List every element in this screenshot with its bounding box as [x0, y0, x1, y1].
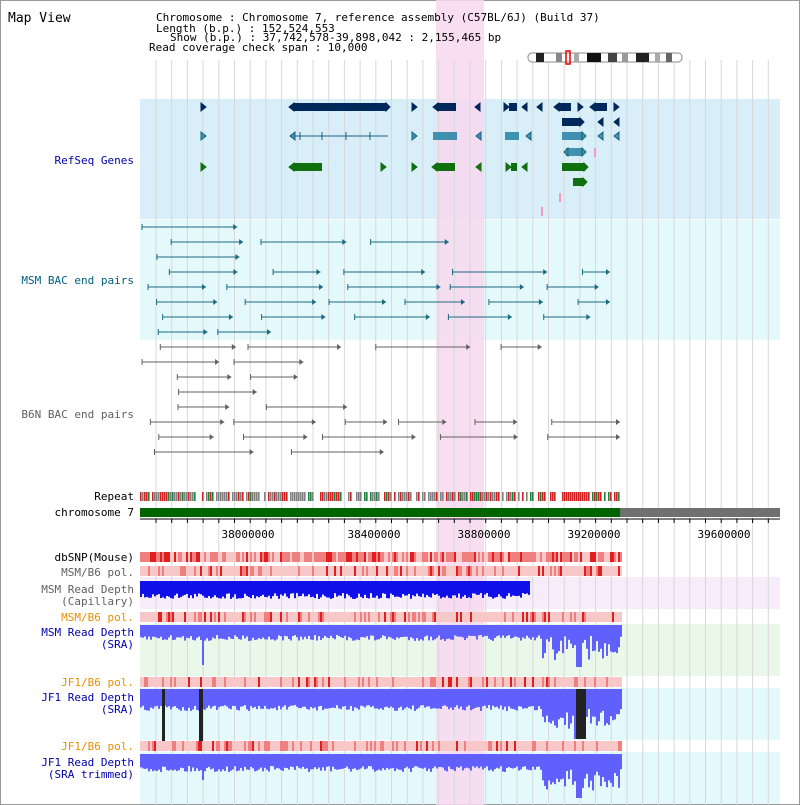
ruler-tick-label: 39200000 [568, 528, 621, 541]
jf1-b6-pol-track-2[interactable] [140, 741, 622, 751]
jf1-depth-sra-track[interactable] [140, 689, 622, 741]
track-label-jf1-b6-pol[interactable]: JF1/B6 pol. [61, 676, 134, 689]
repeat-track[interactable] [140, 492, 620, 501]
ruler-tick-label: 38000000 [222, 528, 275, 541]
track-label-jf1-depth-trim-sub: (SRA trimmed) [48, 768, 134, 781]
jf1-b6-pol-track[interactable] [140, 677, 622, 687]
length-info: Length (b.p.) : 152,524,553 [156, 22, 335, 35]
ideogram-position-marker [565, 50, 571, 65]
dbsnp-track[interactable] [140, 552, 622, 562]
track-label-jf1-b6-pol-2[interactable]: JF1/B6 pol. [61, 740, 134, 753]
track-label-jf1-depth-sra-sub: (SRA) [101, 703, 134, 716]
track-label-dbsnp[interactable]: dbSNP(Mouse) [55, 551, 134, 564]
track-label-msm-b6-pol[interactable]: MSM/B6 pol. [61, 566, 134, 579]
track-label-b6n-bac[interactable]: B6N BAC end pairs [21, 408, 134, 421]
track-label-msm-depth-sra-sub: (SRA) [101, 638, 134, 651]
chromosome-ideogram[interactable] [527, 50, 683, 65]
track-label-refseq[interactable]: RefSeq Genes [55, 154, 134, 167]
track-label-msm-depth-cap-sub: (Capillary) [61, 595, 134, 608]
track-label-msm-bac[interactable]: MSM BAC end pairs [21, 274, 134, 287]
chromosome-bar[interactable] [140, 508, 780, 517]
track-label-msm-depth-sra[interactable]: MSM Read Depth [41, 626, 134, 639]
track-label-chromosome: chromosome 7 [55, 506, 134, 519]
track-label-jf1-depth-sra[interactable]: JF1 Read Depth [41, 691, 134, 704]
msm-bac-pairs-track[interactable] [141, 224, 610, 335]
msm-b6-pol-track[interactable] [140, 566, 622, 576]
msm-depth-sra-track[interactable] [140, 625, 622, 667]
track-label-jf1-depth-trim[interactable]: JF1 Read Depth [41, 756, 134, 769]
msm-depth-capillary-track[interactable] [140, 581, 530, 599]
chromosome-info: Chromosome : Chromosome 7, reference ass… [156, 11, 600, 24]
coverage-info: Read coverage check span : 10,000 [149, 41, 368, 54]
b6n-bac-pairs-track[interactable] [141, 344, 620, 455]
refseq-genes-track[interactable] [200, 101, 620, 216]
position-ruler: 38000000 38400000 38800000 39200000 3960… [140, 518, 780, 541]
app-title: Map View [8, 11, 71, 26]
ruler-tick-label: 38800000 [458, 528, 511, 541]
track-label-msm-depth-cap[interactable]: MSM Read Depth [41, 583, 134, 596]
show-info: Show (b.p.) : 37,742,578-39,898,042 : 2,… [170, 31, 501, 44]
ruler-tick-label: 39600000 [698, 528, 751, 541]
track-label-repeat[interactable]: Repeat [94, 490, 134, 503]
grid-lines [155, 60, 769, 805]
msm-b6-pol-track-2[interactable] [140, 612, 622, 622]
ruler-tick-label: 38400000 [348, 528, 401, 541]
jf1-depth-trimmed-track[interactable] [140, 754, 622, 798]
track-label-msm-b6-pol-2[interactable]: MSM/B6 pol. [61, 611, 134, 624]
